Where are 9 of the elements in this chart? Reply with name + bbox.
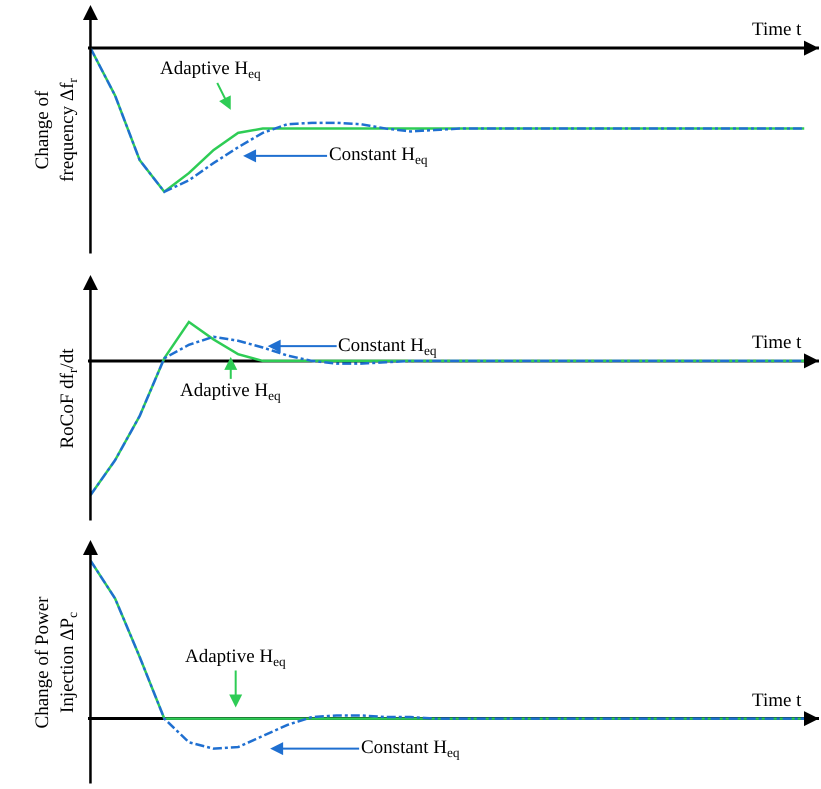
annotation: Adaptive H$_{eq}$ [185,646,286,669]
x-axis-title: Time t [752,690,802,711]
x-axis-title: Time t [752,19,802,40]
x-axis-title: Time t [752,332,802,353]
annotation: Adaptive H$_{eq}$ [180,380,282,403]
annotation: Adaptive H$_{eq}$ [160,58,262,81]
annotation: Constant H$_{eq}$ [329,144,428,167]
annotation: Constant H$_{eq}$ [361,737,460,760]
annotation: Constant H$_{eq}$ [338,335,437,358]
